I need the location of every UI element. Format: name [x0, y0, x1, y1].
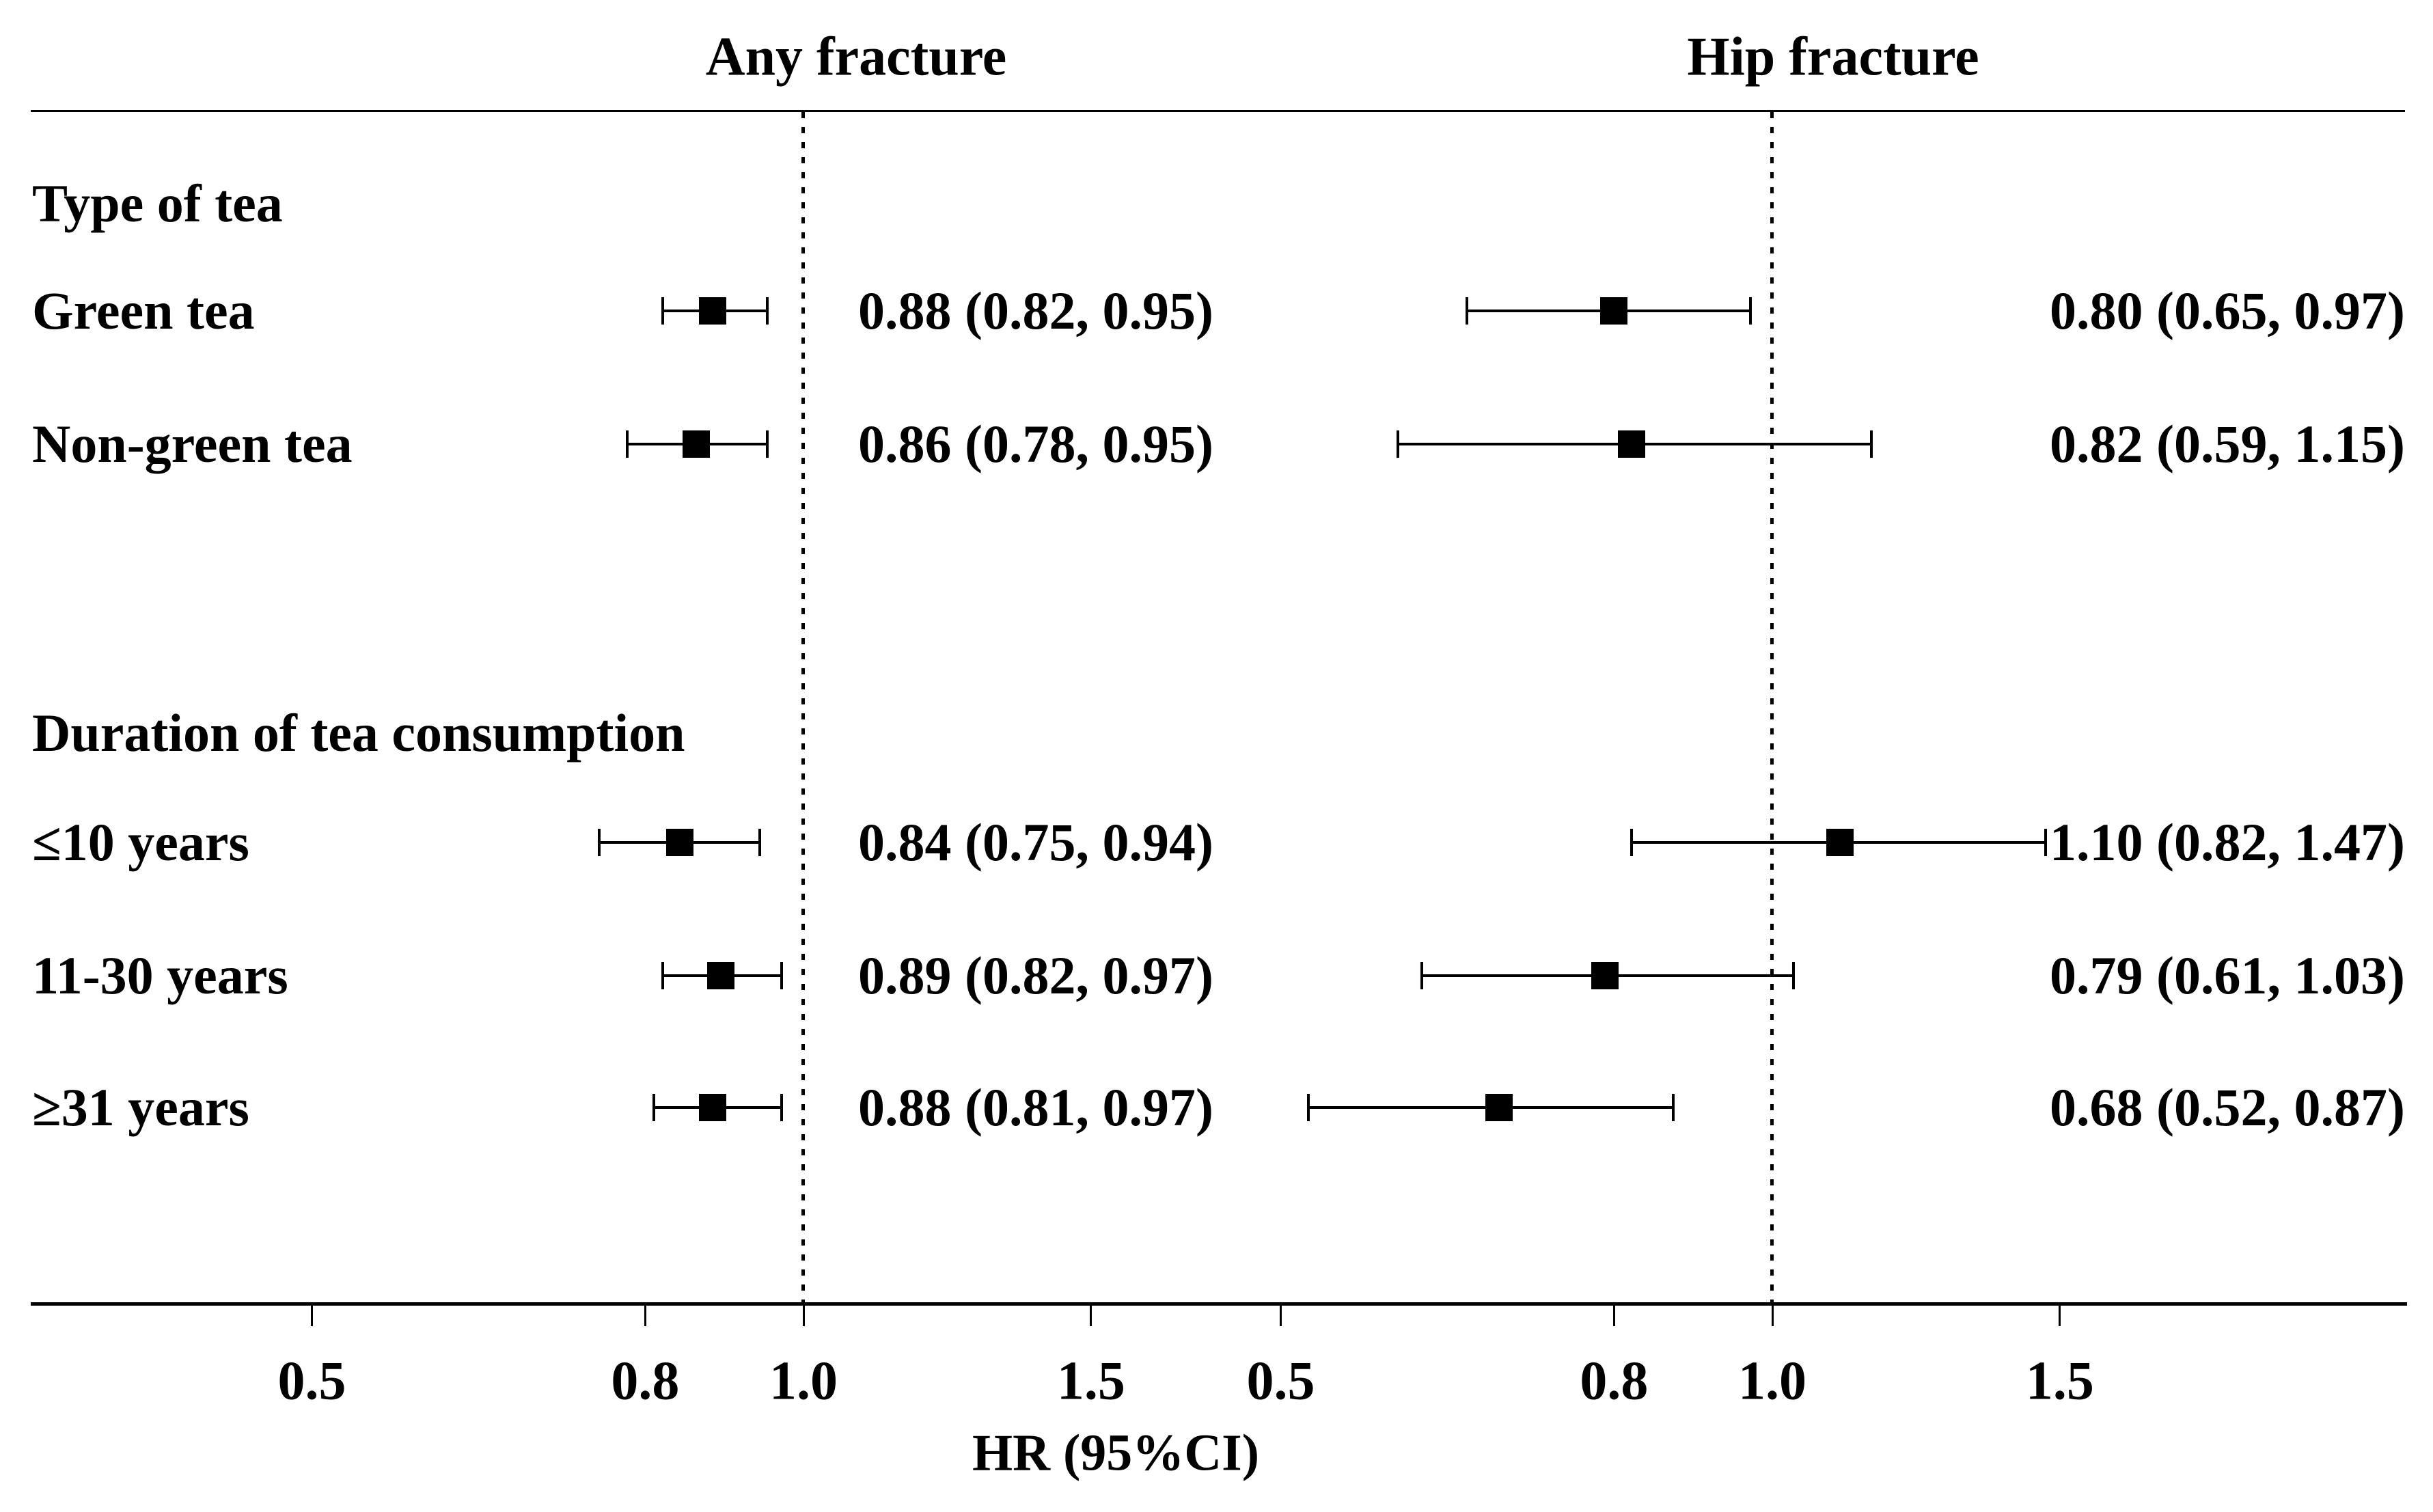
hr-ci-value: 0.80 (0.65, 0.97) — [2050, 281, 2405, 340]
ci-cap-right — [1672, 1094, 1675, 1121]
ci-cap-right — [1791, 962, 1795, 989]
ci-cap-left — [598, 829, 601, 856]
hr-ci-value: 0.86 (0.78, 0.95) — [858, 414, 1213, 473]
ci-cap-right — [765, 297, 769, 325]
hr-ci-value: 0.88 (0.81, 0.97) — [858, 1077, 1213, 1137]
hr-ci-value: 0.84 (0.75, 0.94) — [858, 812, 1213, 872]
ci-cap-left — [1465, 297, 1468, 325]
x-tick — [644, 1306, 646, 1326]
group-header: Duration of tea consumption — [32, 703, 685, 762]
forest-marker — [666, 829, 694, 856]
panel-title-any-fracture: Any fracture — [705, 27, 1007, 87]
ci-cap-left — [626, 430, 629, 458]
ci-cap-right — [1870, 430, 1873, 458]
x-tick-label: 1.5 — [1056, 1351, 1125, 1412]
x-tick — [802, 1306, 805, 1326]
ci-cap-left — [652, 1094, 656, 1121]
x-tick — [1090, 1306, 1092, 1326]
header-rule — [31, 110, 2405, 112]
forest-marker — [707, 962, 735, 989]
panel-title-hip-fracture: Hip fracture — [1687, 27, 1979, 87]
hr-ci-value: 0.82 (0.59, 1.15) — [2050, 414, 2405, 473]
forest-marker — [699, 297, 727, 325]
forest-marker — [683, 430, 711, 458]
ci-cap-left — [661, 297, 664, 325]
forest-marker — [1600, 297, 1628, 325]
x-tick-label: 0.8 — [1580, 1351, 1649, 1412]
ci-cap-right — [780, 1094, 784, 1121]
forest-marker — [699, 1094, 727, 1121]
x-tick-label: 0.5 — [1246, 1351, 1315, 1412]
row-label: ≤10 years — [32, 812, 249, 872]
ci-cap-left — [1307, 1094, 1310, 1121]
ci-cap-left — [1397, 430, 1400, 458]
x-tick-label: 0.8 — [611, 1351, 680, 1412]
forest-marker — [1618, 430, 1645, 458]
forest-marker — [1485, 1094, 1513, 1121]
hr-ci-value: 0.79 (0.61, 1.03) — [2050, 946, 2405, 1005]
x-tick — [2059, 1306, 2061, 1326]
hr-ci-value: 1.10 (0.82, 1.47) — [2050, 812, 2405, 872]
ci-cap-left — [1630, 829, 1633, 856]
row-label: 11-30 years — [32, 946, 288, 1005]
x-tick-label: 1.0 — [769, 1351, 838, 1412]
x-tick — [1771, 1306, 1774, 1326]
ci-cap-right — [765, 430, 769, 458]
forest-marker — [1826, 829, 1854, 856]
reference-line-any-fracture — [801, 112, 805, 1302]
x-tick-label: 1.0 — [1738, 1351, 1806, 1412]
hr-ci-value: 0.88 (0.82, 0.95) — [858, 281, 1213, 340]
ci-cap-right — [758, 829, 761, 856]
x-tick — [311, 1306, 313, 1326]
x-tick — [1612, 1306, 1615, 1326]
hr-ci-value: 0.68 (0.52, 0.87) — [2050, 1077, 2405, 1137]
reference-line-hip-fracture — [1770, 112, 1774, 1302]
forest-marker — [1591, 962, 1619, 989]
x-tick-label: 1.5 — [2025, 1351, 2094, 1412]
ci-cap-right — [1749, 297, 1752, 325]
row-label: Green tea — [32, 281, 255, 340]
row-label: ≥31 years — [32, 1077, 249, 1137]
x-tick — [1280, 1306, 1282, 1326]
hr-ci-value: 0.89 (0.82, 0.97) — [858, 946, 1213, 1005]
ci-cap-left — [1420, 962, 1423, 989]
ci-cap-right — [2044, 829, 2047, 856]
x-tick-label: 0.5 — [277, 1351, 346, 1412]
ci-cap-right — [780, 962, 784, 989]
x-axis-line — [31, 1302, 2407, 1306]
row-label: Non-green tea — [32, 414, 353, 473]
x-axis-label: HR (95%CI) — [972, 1424, 1260, 1482]
ci-cap-left — [661, 962, 664, 989]
group-header: Type of tea — [32, 174, 283, 233]
